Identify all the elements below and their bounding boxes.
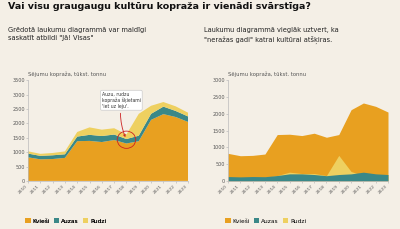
Text: Laukumu diagrammā vieglāk uztvert, ka
"neražas gadi" katrai kultūrai atšķiras.: Laukumu diagrammā vieglāk uztvert, ka "n… (204, 27, 339, 44)
Legend: Kvieši, Auzas, Rudzi: Kvieši, Auzas, Rudzi (23, 216, 108, 226)
Text: Auzu, rudzu
kopraža šķietami
'iet uz leju'.: Auzu, rudzu kopraža šķietami 'iet uz lej… (102, 92, 141, 136)
Text: Grēdotā laukumu diagrammā var maldīgi
saskatīt atbildi "Jā! Visas": Grēdotā laukumu diagrammā var maldīgi sa… (8, 27, 146, 41)
Text: Sējumu kopraža, tūkst. tonnu: Sējumu kopraža, tūkst. tonnu (228, 72, 306, 77)
Text: Sējumu kopraža, tūkst. tonnu: Sējumu kopraža, tūkst. tonnu (28, 72, 106, 77)
Text: Vai visu graugaugu kultūru kopraža ir vienādi svārstīga?: Vai visu graugaugu kultūru kopraža ir vi… (8, 2, 311, 11)
Legend: Kvieši, Auzas, Rudzi: Kvieši, Auzas, Rudzi (223, 216, 308, 226)
